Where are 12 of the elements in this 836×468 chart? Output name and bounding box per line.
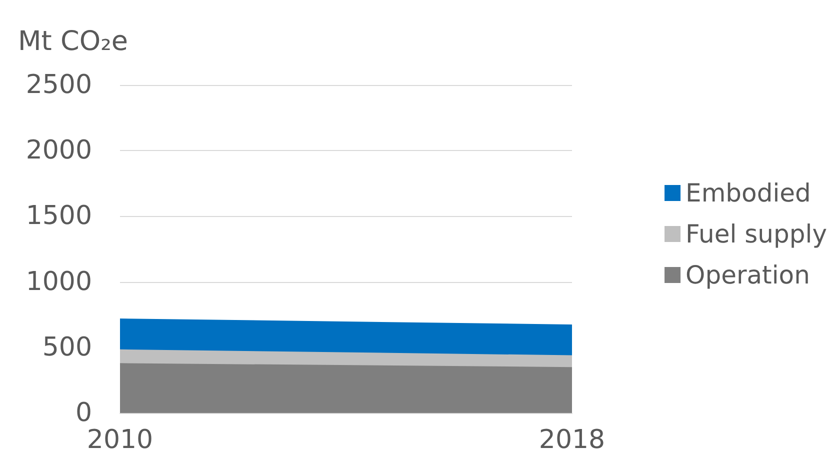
- y-tick-label: 2000: [26, 136, 92, 166]
- y-tick-label: 0: [75, 398, 92, 428]
- y-axis-title: Mt CO₂e: [18, 26, 128, 57]
- y-tick-label: 500: [42, 332, 92, 362]
- legend-label: Operation: [686, 260, 810, 290]
- y-tick-label: 1500: [26, 201, 92, 232]
- x-tick-label: 2010: [86, 425, 154, 455]
- y-tick-label: 2500: [26, 70, 92, 100]
- legend-label: Fuel supply: [686, 220, 828, 248]
- legend-label: Embodied: [686, 178, 811, 208]
- y-tick-label: 1000: [26, 266, 92, 297]
- x-tick-label: 2018: [538, 425, 606, 455]
